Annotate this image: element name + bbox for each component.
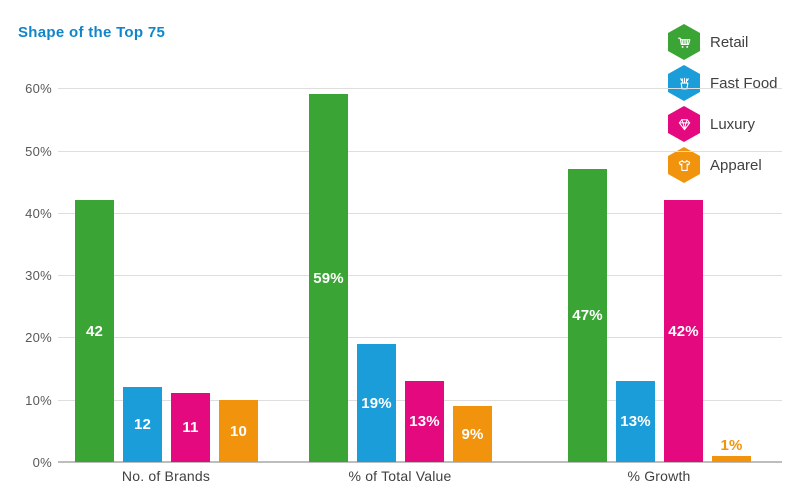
bar-apparel-no-of-brands: 10 bbox=[219, 400, 258, 462]
bar-value-label: 13% bbox=[409, 413, 440, 430]
bar-value-label: 12 bbox=[133, 416, 152, 433]
y-tick-label: 20% bbox=[25, 330, 52, 346]
bar-value-label: 1% bbox=[720, 437, 743, 454]
bar-luxury-growth: 42% bbox=[664, 200, 703, 462]
fries-icon bbox=[668, 65, 700, 101]
y-tick-label: 40% bbox=[25, 205, 52, 221]
cart-icon bbox=[668, 24, 700, 60]
legend-item-luxury: Luxury bbox=[668, 106, 755, 142]
gridline bbox=[58, 88, 782, 90]
bar-fast-food-growth: 13% bbox=[616, 381, 655, 462]
bar-apparel-growth: 1% bbox=[712, 437, 751, 462]
bar-value-label: 10 bbox=[229, 422, 248, 440]
bar-fast-food-no-of-brands: 12 bbox=[123, 387, 162, 462]
bar-value-label: 42 bbox=[85, 322, 104, 340]
tshirt-icon bbox=[668, 147, 700, 183]
legend-label: Fast Food bbox=[710, 74, 778, 92]
gridline bbox=[58, 150, 782, 152]
bar-value-label: 42% bbox=[668, 322, 699, 340]
y-tick-label: 50% bbox=[25, 143, 52, 159]
bar-fast-food-of-total-value: 19% bbox=[357, 344, 396, 462]
chart-title: Shape of the Top 75 bbox=[18, 24, 166, 41]
gridline bbox=[58, 275, 782, 277]
legend-item-apparel: Apparel bbox=[668, 147, 762, 183]
x-category-label: % of Total Value bbox=[348, 468, 452, 484]
legend-label: Apparel bbox=[710, 156, 762, 174]
bar-value-label: 9% bbox=[461, 425, 484, 443]
bar-value-label: 13% bbox=[620, 413, 651, 430]
y-tick-label: 30% bbox=[25, 268, 52, 284]
y-tick-label: 10% bbox=[25, 392, 52, 408]
bar-value-label: 47% bbox=[572, 307, 603, 324]
y-tick-label: 60% bbox=[25, 81, 52, 97]
legend-label: Luxury bbox=[710, 115, 756, 133]
bar-apparel-of-total-value: 9% bbox=[453, 406, 492, 462]
diamond-icon bbox=[668, 106, 700, 142]
bar-retail-of-total-value: 59% bbox=[309, 94, 348, 462]
bar-retail-growth: 47% bbox=[568, 169, 607, 462]
gridline bbox=[58, 212, 782, 214]
bar-retail-no-of-brands: 42 bbox=[75, 200, 114, 462]
legend-item-fast-food: Fast Food bbox=[668, 65, 778, 101]
legend-item-retail: Retail bbox=[668, 24, 748, 60]
legend-label: Retail bbox=[710, 33, 749, 51]
bar-value-label: 59% bbox=[313, 269, 344, 287]
x-axis-line bbox=[58, 461, 782, 463]
x-category-label: % Growth bbox=[627, 468, 691, 484]
bar-luxury-of-total-value: 13% bbox=[405, 381, 444, 462]
x-category-label: No. of Brands bbox=[121, 468, 211, 484]
y-tick-label: 0% bbox=[32, 455, 52, 470]
bar-value-label: 11 bbox=[182, 419, 199, 436]
gridline bbox=[58, 337, 782, 339]
bar-luxury-no-of-brands: 11 bbox=[171, 393, 210, 462]
bar-value-label: 19% bbox=[361, 394, 392, 412]
